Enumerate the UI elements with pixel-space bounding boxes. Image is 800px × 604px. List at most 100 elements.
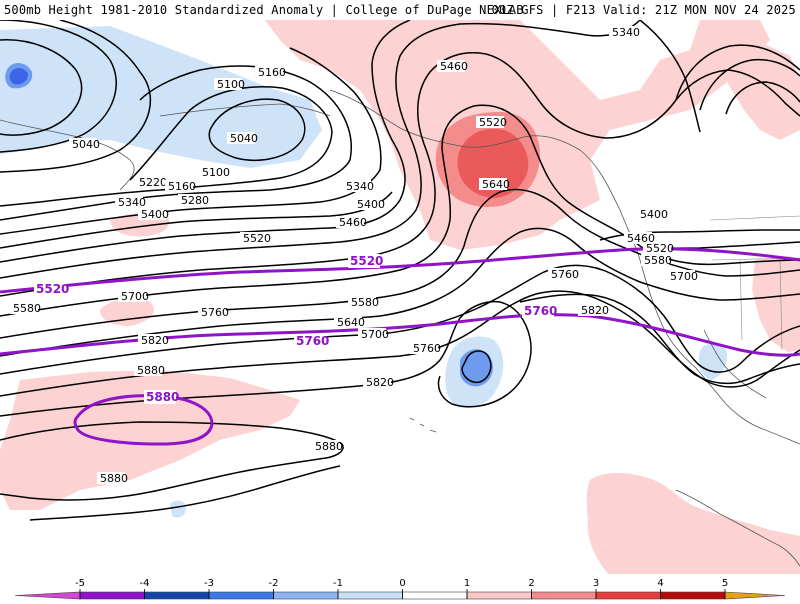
- contour-5340: [0, 20, 411, 263]
- map-header: 500mb Height 1981-2010 Standardized Anom…: [0, 0, 800, 20]
- legend-tick-label: 3: [593, 578, 599, 589]
- legend-tick-label: 5: [722, 578, 728, 589]
- contour-label: 5100: [217, 78, 245, 91]
- contour-label: 5460: [440, 60, 468, 73]
- negative-anomaly-nw: [0, 26, 322, 168]
- legend-color-segment: [337, 591, 403, 600]
- coastline-alaska: [329, 89, 621, 211]
- contour-label: 5640: [482, 178, 510, 191]
- contour-5040-low-aleutian: [208, 98, 306, 161]
- contour-label: 5700: [121, 290, 149, 303]
- anomaly-color-legend: -5 -4 -3 -2 -1 0 1 2 3 4 5: [0, 574, 800, 600]
- contour-5700: [0, 264, 800, 375]
- contour-5880-west: [0, 421, 344, 501]
- contour-label: 5340: [346, 180, 374, 193]
- contour-5820: [0, 293, 800, 417]
- contour-label: 5340: [612, 26, 640, 39]
- legend-tick-labels: -5 -4 -3 -2 -1 0 1 2 3 4 5: [75, 578, 728, 599]
- state-borders: [709, 215, 800, 351]
- legend-arrow-max: [724, 591, 786, 600]
- contour-label: 5400: [357, 198, 385, 211]
- highlight-label: 5880: [146, 390, 179, 404]
- coastline-siberia: [0, 119, 135, 191]
- legend-color-bar: [14, 591, 786, 600]
- contour-5640: [0, 227, 800, 357]
- contour-label: 5100: [202, 166, 230, 179]
- contour-5160-west: [0, 20, 152, 173]
- highlight-contour-5760: [0, 313, 800, 357]
- legend-tick-label: -5: [75, 578, 85, 589]
- positive-anomaly-east: [720, 42, 800, 140]
- legend-color-segment: [595, 591, 661, 600]
- contour-label: 5760: [551, 268, 579, 281]
- positive-anomaly-pac-nw: [752, 256, 800, 352]
- positive-anomaly-center: [457, 128, 529, 198]
- legend-tick-label: 1: [464, 578, 470, 589]
- contour-cutoff-low: [461, 350, 492, 384]
- map-title: 500mb Height 1981-2010 Standardized Anom…: [4, 3, 524, 17]
- coastlines: [0, 89, 800, 567]
- contour-5040-low-west: [0, 39, 83, 136]
- negative-anomaly-cutoff-core: [460, 349, 493, 387]
- highlight-label: 5520: [350, 254, 383, 268]
- contour-5280: [0, 191, 393, 249]
- negative-anomaly-nw-center: [9, 68, 28, 85]
- contour-label: 5520: [479, 116, 507, 129]
- legend-tick-label: 2: [528, 578, 534, 589]
- contour-label: 5280: [181, 194, 209, 207]
- contour-label: 5340: [118, 196, 146, 209]
- legend-color-segment: [531, 591, 597, 600]
- contour-5880-south: [29, 465, 341, 521]
- coastline-aleutians: [159, 103, 331, 117]
- legend-color-segment: [79, 591, 145, 600]
- contour-5460: [0, 52, 800, 297]
- contour-ne-3: [725, 81, 800, 115]
- contour-label: 5220: [139, 176, 167, 189]
- legend-color-segment: [208, 591, 274, 600]
- contour-label: 5160: [258, 66, 286, 79]
- negative-anomaly-small: [170, 500, 186, 518]
- contour-label: 5040: [72, 138, 100, 151]
- contour-label: 5880: [315, 440, 343, 453]
- weather-map: 5340 5160 5100 5040 5040 5460 5520 5640 …: [0, 20, 800, 576]
- contour-label: 5760: [413, 342, 441, 355]
- contour-label: 5160: [168, 180, 196, 193]
- model-run-info: 00Z GFS | F213 Valid: 21Z MON NOV 24 202…: [491, 3, 796, 17]
- legend-tick-label: 4: [657, 578, 663, 589]
- highlight-label: 5760: [296, 334, 329, 348]
- contour-labels: 5340 5160 5100 5040 5040 5460 5520 5640 …: [10, 26, 698, 485]
- contour-5400: [0, 20, 641, 279]
- legend-tick-label: -1: [333, 578, 343, 589]
- contour-5100-west: [0, 20, 117, 153]
- legend-tick-label: -3: [204, 578, 214, 589]
- contour-label: 5520: [646, 242, 674, 255]
- contour-label: 5820: [141, 334, 169, 347]
- legend-color-segment: [273, 591, 339, 600]
- contour-label: 5460: [627, 232, 655, 245]
- legend-tick-label: 0: [399, 578, 405, 589]
- contour-label: 5820: [581, 304, 609, 317]
- contour-label: 5580: [644, 254, 672, 267]
- legend-color-segment: [144, 591, 210, 600]
- contour-ne-2: [699, 58, 800, 111]
- highlight-label: 5760: [524, 304, 557, 318]
- highlight-contour-5880: [73, 394, 214, 446]
- contour-label: 5520: [243, 232, 271, 245]
- contour-label: 5580: [351, 296, 379, 309]
- contour-label: 5640: [337, 316, 365, 329]
- positive-anomaly-subtropical: [0, 370, 300, 510]
- contour-east-trough-1: [599, 229, 800, 241]
- contour-label: 5880: [137, 364, 165, 377]
- positive-anomaly-southeast: [586, 473, 800, 576]
- contour-label: 5580: [13, 302, 41, 315]
- contour-label: 5880: [100, 472, 128, 485]
- legend-tick-label: -4: [140, 578, 150, 589]
- contour-label: 5700: [670, 270, 698, 283]
- contour-5760: [0, 290, 800, 397]
- contour-label: 5040: [230, 132, 258, 145]
- coastline-baja: [695, 367, 800, 445]
- contour-label: 5700: [361, 328, 389, 341]
- legend-arrow-min: [14, 591, 81, 600]
- contour-label: 5400: [640, 208, 668, 221]
- highlight-labels: 5520 5520 5760 5760 5880: [34, 254, 557, 404]
